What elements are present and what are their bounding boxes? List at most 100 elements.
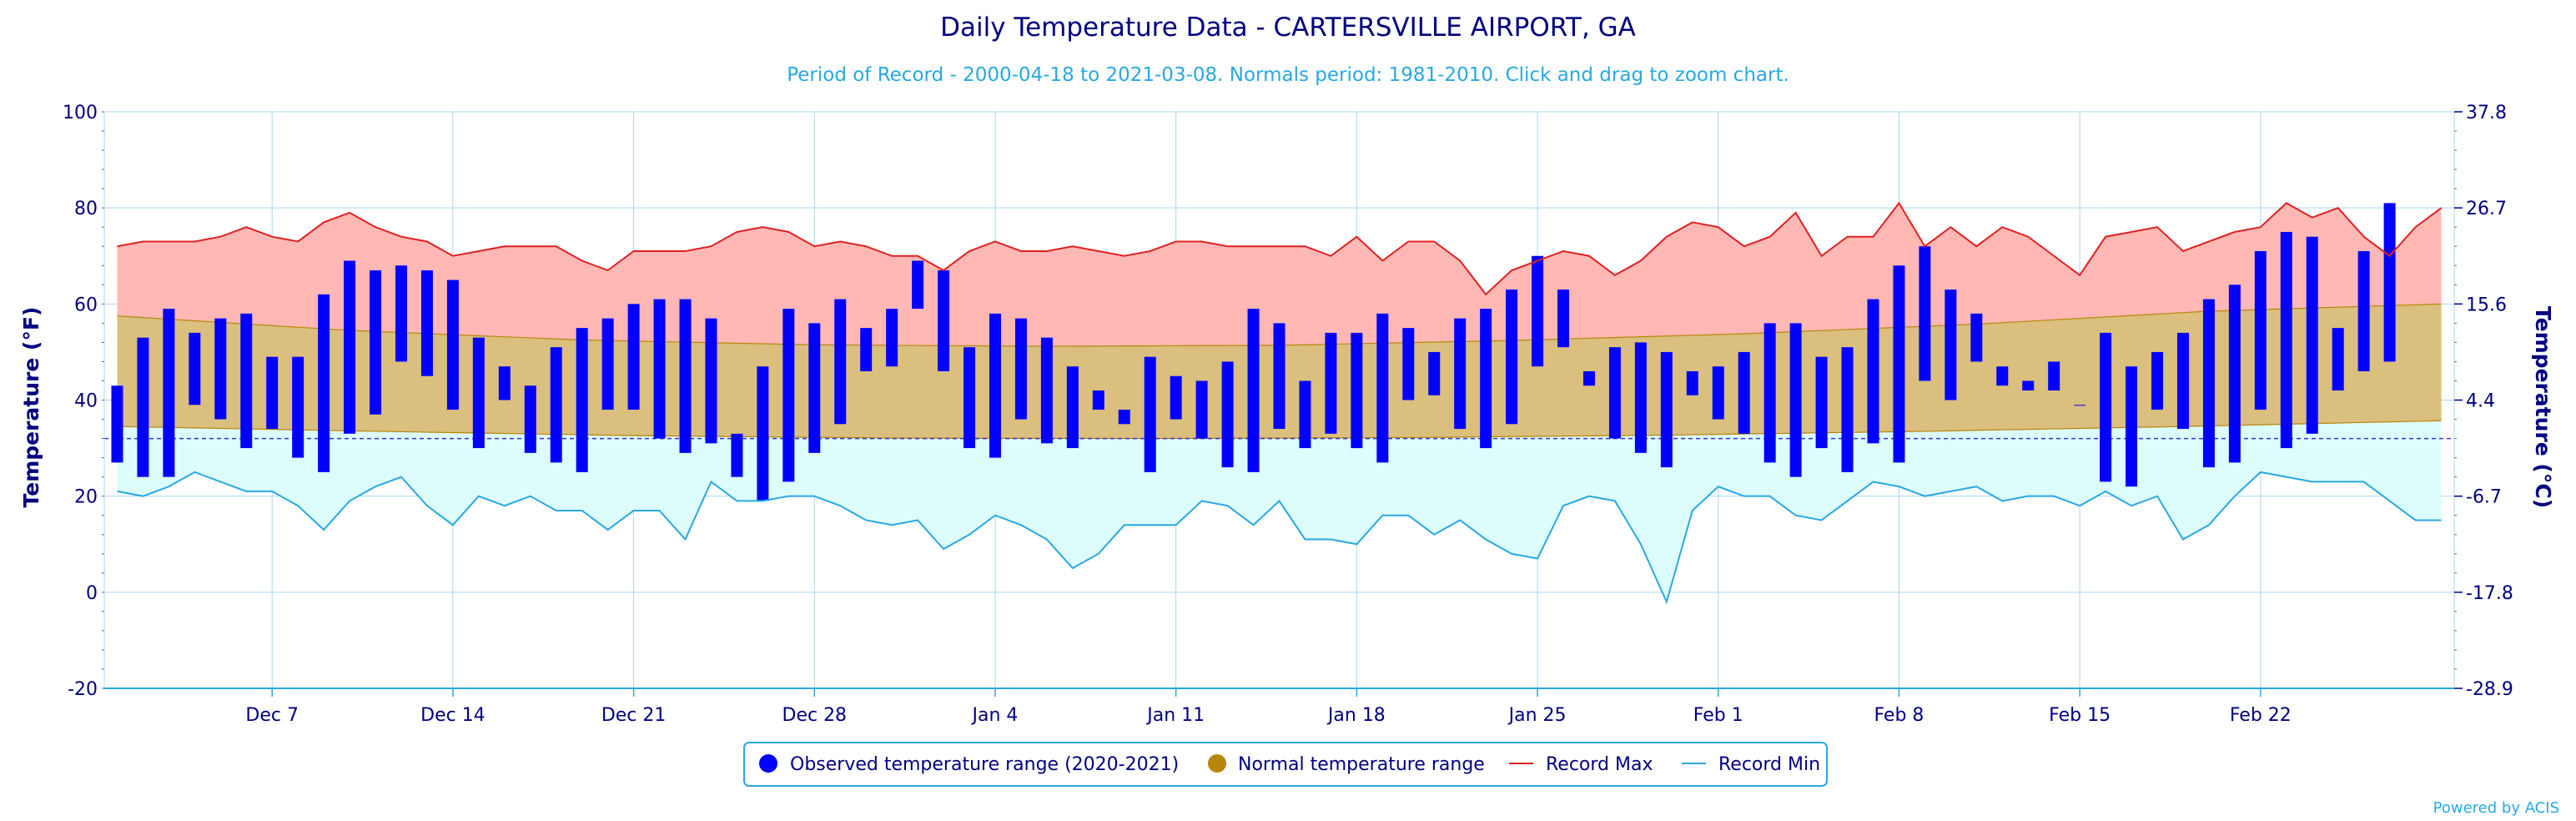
y-tick-label-right: 4.4 [2466,391,2495,412]
observed-bar [137,337,149,477]
y-tick-label-left: 20 [74,487,98,508]
observed-bar [395,265,407,362]
y-tick-label-left: -20 [68,679,98,700]
observed-bar [1221,361,1234,468]
observed-bar [757,366,769,501]
record-max-line [117,201,2443,296]
observed-bar [1428,351,1441,395]
observed-bar [2357,250,2370,371]
record-lines [117,201,2443,605]
observed-bar [808,323,821,453]
observed-bar [653,299,666,439]
observed-bar [550,347,562,463]
y-tick-label-left: 40 [74,391,98,412]
observed-bar [576,328,588,472]
y-tick-label-left: 0 [86,583,98,604]
observed-bar [1118,410,1130,425]
observed-bar [1919,246,1931,381]
x-tick-label: Feb 1 [1693,705,1743,726]
legend-symbol-normal [1208,754,1226,773]
x-tick-label: Feb 22 [2230,705,2292,726]
observed-bar [2126,366,2138,487]
observed-bar [1945,290,1957,400]
observed-bar [111,385,123,463]
observed-bars [111,203,2396,501]
legend-item-observed[interactable]: Observed temperature range (2020-2021) [759,754,1179,775]
observed-bar [1351,332,1363,449]
y-tick-label-right: -28.9 [2466,679,2513,700]
observed-bar [963,347,976,449]
observed-bar [1532,255,1544,367]
observed-bar [1506,290,1518,425]
observed-bar [834,299,847,425]
chart-title: Daily Temperature Data - CARTERSVILLE AI… [940,13,1636,43]
observed-bar [1066,366,1079,449]
y-tick-label-left: 60 [74,295,98,315]
observed-bar [1789,323,1802,477]
observed-bar [2228,285,2241,463]
x-tick-label: Dec 21 [601,705,667,726]
observed-bar [705,318,717,444]
observed-bar [1299,380,1311,449]
legend-item-normal[interactable]: Normal temperature range [1208,754,1485,775]
observed-bar [989,313,1001,458]
observed-bar [1996,366,2009,386]
observed-bar [886,309,898,367]
x-tick-label: Dec 7 [245,705,299,726]
observed-bar [524,385,536,453]
observed-bar [344,260,356,434]
legend-label-record-max: Record Max [1546,754,1653,775]
observed-bar [266,356,279,430]
y-tick-label-left: 100 [63,103,98,123]
observed-bar [912,260,924,310]
legend-item-record-min[interactable]: Record Min [1682,754,1820,775]
observed-bar [189,332,201,405]
observed-bar [318,294,330,472]
observed-bar [1480,309,1492,449]
y-tick-label-left: 80 [74,199,98,219]
legend-item-record-max[interactable]: Record Max [1509,754,1653,775]
observed-bar [292,356,304,458]
observed-bar [1893,265,1905,463]
observed-bar [601,318,614,410]
observed-bar [1014,318,1027,420]
x-tick-label: Feb 15 [2049,705,2111,726]
legend-box [743,742,1828,787]
observed-bar [1144,356,1156,472]
observed-bar [1608,347,1621,439]
observed-bar [163,309,175,477]
record-max-band [117,203,2442,347]
observed-bar [1273,323,1285,430]
observed-bar [1712,366,1724,420]
observed-bar [731,433,743,477]
observed-bar [1195,380,1208,439]
observed-bar [2100,332,2112,482]
observed-bar [420,270,433,376]
legend: Observed temperature range (2020-2021) N… [743,742,1828,787]
observed-bar [860,328,873,371]
observed-bar [1970,313,1983,362]
observed-bar [1040,337,1053,444]
observed-bar [446,280,459,410]
observed-bar [1557,290,1570,348]
x-tick-label: Jan 18 [1326,705,1386,726]
y-axis-title-right: Temperature (°C) [2531,306,2555,508]
axes: -20 -28.9 0 -17.8 20 -6.7 40 4.4 60 15.6 80 26.7 100… [63,103,2513,726]
observed-bar [679,299,692,453]
credits-link[interactable]: Powered by ACIS [2433,799,2559,817]
observed-bar [1815,356,1828,449]
legend-symbol-observed [759,754,777,773]
observed-bar [1092,390,1104,410]
observed-bar [1867,299,1879,444]
record-min-band [117,421,2442,602]
observed-bar [1454,318,1467,430]
x-tick-label: Feb 8 [1874,705,1924,726]
legend-label-observed: Observed temperature range (2020-2021) [790,754,1179,775]
observed-bar [627,304,640,410]
x-tick-label: Jan 11 [1145,705,1205,726]
legend-label-normal: Normal temperature range [1238,754,1485,775]
observed-bar [1582,370,1595,386]
observed-bar [214,318,227,420]
observed-bar [2176,332,2189,430]
